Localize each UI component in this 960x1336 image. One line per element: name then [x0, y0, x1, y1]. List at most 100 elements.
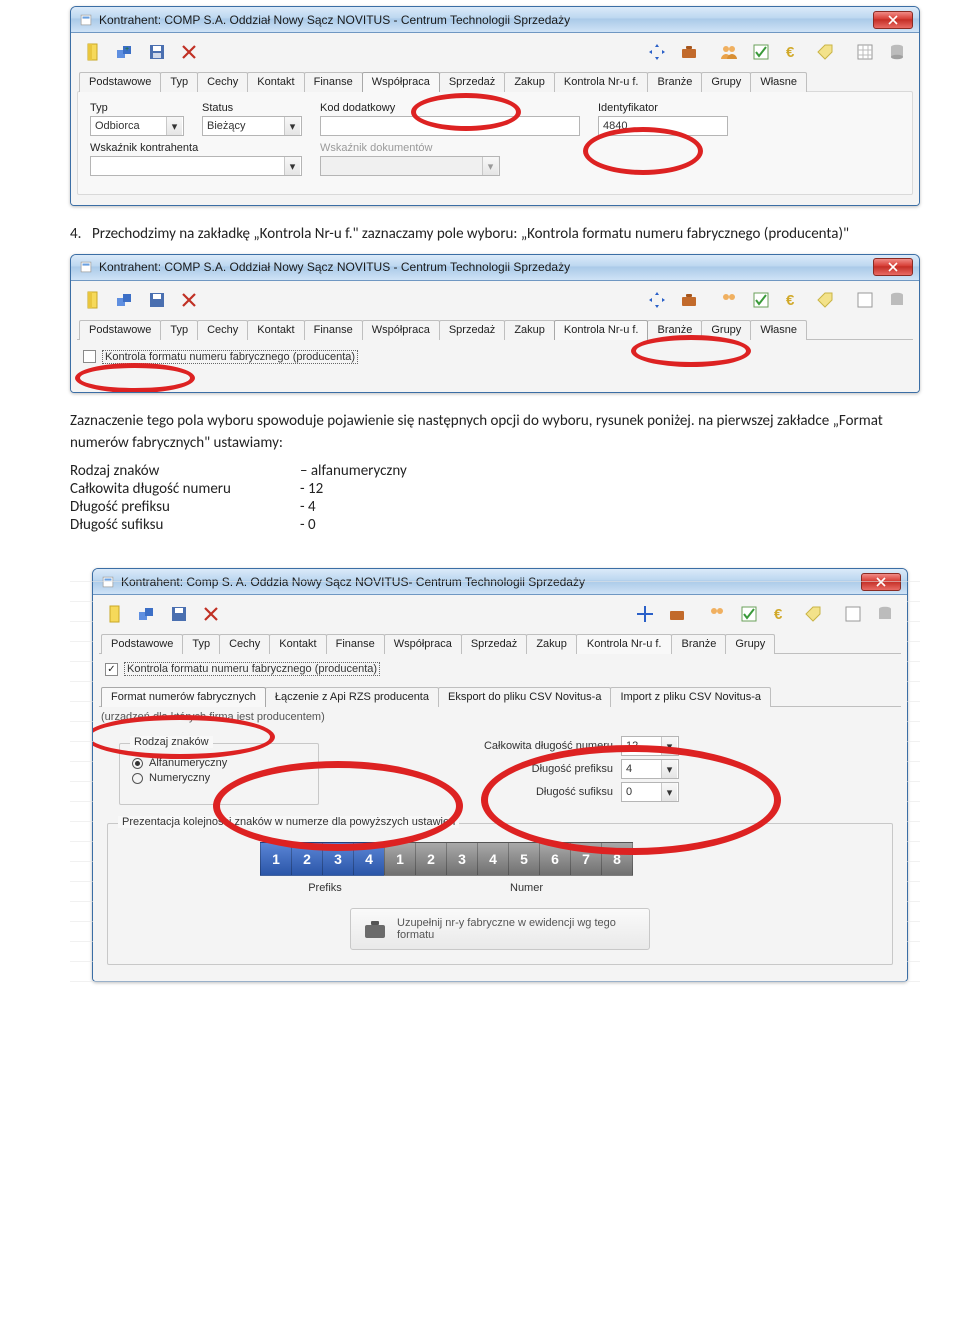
combo-total-length[interactable]: 12▾ [621, 736, 679, 756]
svg-text:€: € [786, 292, 795, 309]
combo-suffix-length[interactable]: 0▾ [621, 782, 679, 802]
close-button[interactable] [861, 573, 901, 591]
subtab-api[interactable]: Łączenie z Api RZS producenta [265, 687, 439, 707]
toolbar-door-icon[interactable] [79, 287, 107, 313]
tab-sprzedaz[interactable]: Sprzedaż [439, 320, 505, 340]
toolbar-tag-icon[interactable] [799, 601, 827, 627]
tab-sprzedaz[interactable]: Sprzedaż [439, 72, 505, 92]
toolbar-db-icon[interactable] [871, 601, 899, 627]
tab-cechy[interactable]: Cechy [219, 634, 270, 654]
tab-finanse[interactable]: Finanse [326, 634, 385, 654]
tab-kontrola[interactable]: Kontrola Nr-u f. [554, 72, 649, 92]
tab-wlasne[interactable]: Własne [750, 320, 807, 340]
toolbar-users-icon[interactable] [703, 601, 731, 627]
doc-settings-table: Rodzaj znaków– alfanumeryczny Całkowita … [70, 462, 460, 534]
app-icon [79, 13, 93, 27]
toolbar-users-icon[interactable] [715, 39, 743, 65]
toolbar-delete-icon[interactable] [175, 287, 203, 313]
tab-podstawowe[interactable]: Podstawowe [79, 320, 161, 340]
tab-kontakt[interactable]: Kontakt [247, 72, 304, 92]
checkbox-kontrola-formatu[interactable]: Kontrola formatu numeru fabrycznego (pro… [105, 662, 895, 676]
combo-wk[interactable]: ▾ [90, 156, 302, 176]
tab-sprzedaz[interactable]: Sprzedaż [461, 634, 527, 654]
toolbar-delete-icon[interactable] [175, 39, 203, 65]
toolbar-table-icon[interactable] [851, 39, 879, 65]
tab-grupy[interactable]: Grupy [725, 634, 775, 654]
combo-prefix-length[interactable]: 4▾ [621, 759, 679, 779]
tab-branze[interactable]: Branże [647, 72, 702, 92]
toolbar-tag-icon[interactable] [811, 39, 839, 65]
tab-typ[interactable]: Typ [160, 72, 198, 92]
tab-kontrola[interactable]: Kontrola Nr-u f. [554, 320, 649, 340]
toolbar-check-icon[interactable] [735, 601, 763, 627]
tab-zakup[interactable]: Zakup [504, 72, 555, 92]
toolbar-door-icon[interactable] [101, 601, 129, 627]
input-kod[interactable] [320, 116, 580, 136]
toolbar-save-icon[interactable] [165, 601, 193, 627]
toolbar-door-icon[interactable] [79, 39, 107, 65]
toolbar-save-icon[interactable] [143, 39, 171, 65]
toolbar-table-icon[interactable] [851, 287, 879, 313]
toolbar-boxes-icon[interactable] [133, 601, 161, 627]
button-uzupelnij[interactable]: Uzupełnij nr-y fabryczne w ewidencji wg … [350, 908, 650, 950]
combo-status[interactable]: Bieżący▾ [202, 116, 302, 136]
toolbar-move-icon[interactable] [643, 287, 671, 313]
input-id[interactable]: 4840 [598, 116, 728, 136]
tab-zakup[interactable]: Zakup [526, 634, 577, 654]
toolbar-db-icon[interactable] [883, 287, 911, 313]
tab-grupy[interactable]: Grupy [701, 320, 751, 340]
tab-wspolpraca[interactable]: Współpraca [362, 320, 440, 340]
toolbar-boxes-icon[interactable]: + [111, 39, 139, 65]
tab-finanse[interactable]: Finanse [304, 320, 363, 340]
tab-typ[interactable]: Typ [160, 320, 198, 340]
toolbar-tag-icon[interactable] [811, 287, 839, 313]
toolbar-users-icon[interactable] [715, 287, 743, 313]
label-prefix-length: Długość prefiksu [532, 763, 613, 775]
toolbar-delete-icon[interactable] [197, 601, 225, 627]
subtab-export[interactable]: Eksport do pliku CSV Novitus-a [438, 687, 611, 707]
toolbar-boxes-icon[interactable] [111, 287, 139, 313]
toolbar-check-icon[interactable] [747, 39, 775, 65]
subtab-import[interactable]: Import z pliku CSV Novitus-a [610, 687, 771, 707]
tab-wlasne[interactable]: Własne [750, 72, 807, 92]
digit-number: 3 [446, 842, 478, 876]
tab-cechy[interactable]: Cechy [197, 72, 248, 92]
tab-cechy[interactable]: Cechy [197, 320, 248, 340]
toolbar-briefcase-icon[interactable] [675, 39, 703, 65]
toolbar-euro-icon[interactable]: € [779, 287, 807, 313]
toolbar-table-icon[interactable] [839, 601, 867, 627]
close-button[interactable] [873, 11, 913, 29]
toolbar-briefcase-icon[interactable] [663, 601, 691, 627]
toolbar-euro-icon[interactable]: € [767, 601, 795, 627]
groupbox-rodzaj-znakow: Rodzaj znaków Alfanumeryczny Numeryczny [119, 743, 319, 805]
tab-podstawowe[interactable]: Podstawowe [101, 634, 183, 654]
tab-wspolpraca[interactable]: Współpraca [384, 634, 462, 654]
tab-kontrola[interactable]: Kontrola Nr-u f. [576, 634, 673, 654]
tab-zakup[interactable]: Zakup [504, 320, 555, 340]
toolbar-db-icon[interactable] [883, 39, 911, 65]
tab-wspolpraca[interactable]: Współpraca [362, 72, 440, 92]
toolbar-move-icon[interactable] [631, 601, 659, 627]
tab-kontakt[interactable]: Kontakt [247, 320, 304, 340]
tab-branze[interactable]: Branże [671, 634, 726, 654]
tab-grupy[interactable]: Grupy [701, 72, 751, 92]
label-id: Identyfikator [598, 102, 728, 114]
toolbar-euro-icon[interactable]: € [779, 39, 807, 65]
tab-kontakt[interactable]: Kontakt [269, 634, 326, 654]
tab-podstawowe[interactable]: Podstawowe [79, 72, 161, 92]
combo-typ[interactable]: Odbiorca▾ [90, 116, 184, 136]
tab-typ[interactable]: Typ [182, 634, 220, 654]
tab-finanse[interactable]: Finanse [304, 72, 363, 92]
doc-paragraph: 4.Przechodzimy na zakładkę „Kontrola Nr-… [70, 224, 920, 246]
radio-numeryczny[interactable]: Numeryczny [132, 772, 306, 784]
radio-alfanumeryczny[interactable]: Alfanumeryczny [132, 757, 306, 769]
chevron-down-icon: ▾ [482, 157, 498, 175]
toolbar-briefcase-icon[interactable] [675, 287, 703, 313]
tab-branze[interactable]: Branże [647, 320, 702, 340]
checkbox-kontrola-formatu[interactable]: Kontrola formatu numeru fabrycznego (pro… [83, 350, 907, 364]
toolbar-move-icon[interactable] [643, 39, 671, 65]
toolbar-check-icon[interactable] [747, 287, 775, 313]
subtab-format[interactable]: Format numerów fabrycznych [101, 687, 266, 707]
close-button[interactable] [873, 258, 913, 276]
toolbar-save-icon[interactable] [143, 287, 171, 313]
